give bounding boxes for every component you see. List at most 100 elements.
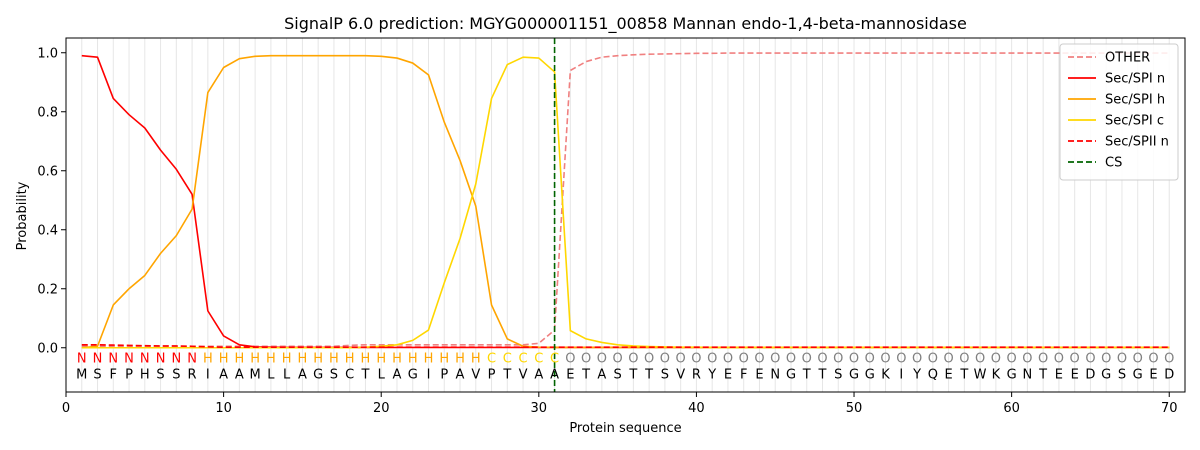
region-label: H: [392, 352, 402, 367]
series-line-other: [81, 52, 1170, 348]
region-label: O: [1038, 352, 1048, 367]
series-line-sec-spi-c: [81, 56, 1170, 349]
residue-letter: S: [330, 368, 338, 383]
residue-letter: T: [360, 368, 369, 383]
residue-letter: A: [219, 368, 228, 383]
region-label: O: [628, 352, 638, 367]
region-label: H: [234, 352, 244, 367]
region-label: O: [723, 352, 733, 367]
residue-letter: A: [393, 368, 402, 383]
residue-letter: K: [992, 368, 1001, 383]
region-label: O: [786, 352, 796, 367]
region-label: O: [991, 352, 1001, 367]
region-label: O: [1101, 352, 1111, 367]
residue-letter: A: [235, 368, 244, 383]
residue-letter: L: [378, 368, 386, 383]
residue-letter: I: [899, 368, 903, 383]
residue-letter: F: [740, 368, 747, 383]
region-label: O: [676, 352, 686, 367]
region-label: H: [298, 352, 308, 367]
region-label: O: [928, 352, 938, 367]
residue-letter: G: [313, 368, 323, 383]
region-label: O: [1148, 352, 1158, 367]
residue-letter: E: [1055, 368, 1063, 383]
chart-title: SignalP 6.0 prediction: MGYG000001151_00…: [284, 14, 967, 34]
region-label: H: [219, 352, 229, 367]
region-label: O: [1133, 352, 1143, 367]
residue-letter: V: [471, 368, 480, 383]
residue-letter: R: [692, 368, 701, 383]
region-label: O: [1164, 352, 1174, 367]
y-tick-label: 0.0: [37, 341, 58, 356]
region-label: N: [140, 352, 150, 367]
region-label: O: [959, 352, 969, 367]
residue-letter: P: [488, 368, 496, 383]
region-label: H: [266, 352, 276, 367]
residue-letter: A: [298, 368, 307, 383]
residue-letter: T: [818, 368, 827, 383]
region-label: C: [550, 352, 559, 367]
region-label: O: [1022, 352, 1032, 367]
residue-letter: P: [125, 368, 133, 383]
region-label: N: [108, 352, 118, 367]
residue-letter: I: [206, 368, 210, 383]
region-label: H: [313, 352, 323, 367]
region-label: O: [739, 352, 749, 367]
residue-letter: H: [140, 368, 150, 383]
residue-letter: K: [881, 368, 890, 383]
residue-letter: M: [250, 368, 261, 383]
legend-label: OTHER: [1105, 51, 1150, 66]
residue-letter: A: [597, 368, 606, 383]
region-label: O: [849, 352, 859, 367]
residue-letter: E: [1071, 368, 1079, 383]
region-label: H: [439, 352, 449, 367]
region-label: O: [943, 352, 953, 367]
residue-letter: P: [440, 368, 448, 383]
residue-letter: L: [267, 368, 275, 383]
residue-letter: T: [581, 368, 590, 383]
x-tick-label: 30: [531, 401, 548, 416]
x-axis-title: Protein sequence: [569, 421, 681, 436]
residue-letter: S: [661, 368, 669, 383]
residue-letter: Y: [912, 368, 921, 383]
residue-letter: S: [1118, 368, 1126, 383]
residue-letter: M: [76, 368, 87, 383]
region-label: O: [896, 352, 906, 367]
residue-letter: S: [834, 368, 842, 383]
region-label: O: [1085, 352, 1095, 367]
residue-letter: G: [1007, 368, 1017, 383]
residue-letter: A: [456, 368, 465, 383]
residue-letter: E: [724, 368, 732, 383]
region-label: H: [345, 352, 355, 367]
x-tick-label: 20: [373, 401, 390, 416]
plot-frame: [65, 37, 1186, 393]
residue-letter: V: [519, 368, 528, 383]
region-label: C: [503, 352, 512, 367]
region-label: O: [880, 352, 890, 367]
x-tick-label: 70: [1161, 401, 1178, 416]
region-label: N: [156, 352, 166, 367]
residue-letter: E: [755, 368, 763, 383]
y-tick-label: 1.0: [37, 46, 58, 61]
region-label: H: [408, 352, 418, 367]
region-label: O: [597, 352, 607, 367]
residue-letter: A: [534, 368, 543, 383]
residue-letter: G: [849, 368, 859, 383]
residue-letter: E: [1149, 368, 1157, 383]
region-label: H: [361, 352, 371, 367]
region-label: O: [865, 352, 875, 367]
region-label: O: [975, 352, 985, 367]
region-label: O: [912, 352, 922, 367]
y-tick-label: 0.6: [37, 164, 58, 179]
residue-letter: D: [1085, 368, 1095, 383]
region-label: C: [487, 352, 496, 367]
residue-letter: T: [1038, 368, 1047, 383]
x-tick-label: 0: [62, 401, 70, 416]
residue-letter: S: [156, 368, 164, 383]
region-label: O: [817, 352, 827, 367]
residue-letter: F: [110, 368, 117, 383]
region-label: H: [203, 352, 213, 367]
residue-letter: S: [613, 368, 621, 383]
region-label: N: [93, 352, 103, 367]
